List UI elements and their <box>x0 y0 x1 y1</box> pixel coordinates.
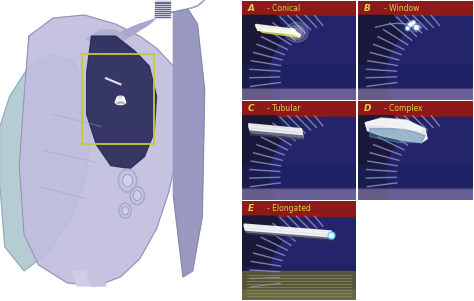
Bar <box>242 1 356 15</box>
Polygon shape <box>358 116 402 200</box>
Polygon shape <box>173 9 205 277</box>
Text: - Conical: - Conical <box>267 4 300 13</box>
Polygon shape <box>242 15 285 100</box>
Bar <box>242 101 356 116</box>
Circle shape <box>122 206 128 215</box>
Polygon shape <box>87 30 125 51</box>
Polygon shape <box>365 118 423 131</box>
Polygon shape <box>87 271 106 286</box>
Text: - Tubular: - Tubular <box>267 104 301 113</box>
Polygon shape <box>370 129 425 143</box>
Polygon shape <box>242 88 356 100</box>
Polygon shape <box>249 128 304 140</box>
Polygon shape <box>242 116 285 200</box>
Polygon shape <box>242 271 356 300</box>
Polygon shape <box>244 226 334 239</box>
Text: A: A <box>247 4 255 13</box>
Polygon shape <box>358 165 473 188</box>
Polygon shape <box>244 228 334 241</box>
Polygon shape <box>154 0 171 18</box>
Polygon shape <box>358 88 473 100</box>
Text: E: E <box>247 204 254 213</box>
Polygon shape <box>242 216 285 300</box>
Polygon shape <box>154 0 171 18</box>
Polygon shape <box>271 218 356 296</box>
Polygon shape <box>249 126 304 138</box>
Polygon shape <box>358 15 402 100</box>
Polygon shape <box>271 117 356 196</box>
Polygon shape <box>72 271 91 286</box>
Polygon shape <box>19 15 181 286</box>
Bar <box>82 54 154 144</box>
Text: B: B <box>364 4 371 13</box>
Polygon shape <box>87 36 156 169</box>
Text: C: C <box>247 104 254 113</box>
Polygon shape <box>242 165 356 188</box>
Polygon shape <box>116 0 205 42</box>
Bar <box>242 201 356 216</box>
Polygon shape <box>0 54 91 271</box>
Polygon shape <box>242 288 356 300</box>
Polygon shape <box>271 17 356 96</box>
Bar <box>358 1 473 15</box>
Polygon shape <box>255 26 299 37</box>
Circle shape <box>123 174 133 187</box>
Circle shape <box>292 28 301 36</box>
Polygon shape <box>242 188 356 200</box>
Text: - Complex: - Complex <box>383 104 422 113</box>
Polygon shape <box>242 266 356 288</box>
Polygon shape <box>242 65 356 88</box>
Text: - Elongated: - Elongated <box>267 204 311 213</box>
Polygon shape <box>244 224 332 237</box>
Polygon shape <box>255 24 297 34</box>
Polygon shape <box>365 119 427 143</box>
Circle shape <box>133 191 141 200</box>
Circle shape <box>289 25 305 39</box>
Text: - Window: - Window <box>383 4 419 13</box>
Polygon shape <box>387 17 473 96</box>
Polygon shape <box>387 117 473 196</box>
Polygon shape <box>249 124 302 135</box>
Polygon shape <box>358 188 473 200</box>
Text: D: D <box>364 104 372 113</box>
Circle shape <box>285 22 308 42</box>
Polygon shape <box>358 65 473 88</box>
Bar <box>358 101 473 116</box>
